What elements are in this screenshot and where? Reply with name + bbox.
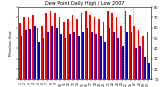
Bar: [129, 15, 131, 87]
Bar: [94, 17, 96, 87]
Bar: [45, 13, 47, 87]
Bar: [28, 17, 29, 87]
Bar: [113, 32, 115, 87]
Bar: [116, 17, 117, 87]
Bar: [63, 21, 65, 87]
Bar: [133, 26, 135, 87]
Bar: [56, 28, 57, 87]
Bar: [54, 13, 56, 87]
Bar: [43, 38, 44, 87]
Bar: [60, 34, 62, 87]
Bar: [76, 19, 78, 87]
Bar: [38, 42, 40, 87]
Bar: [111, 13, 113, 87]
Bar: [34, 26, 36, 87]
Bar: [148, 63, 150, 87]
Bar: [142, 36, 144, 87]
Bar: [109, 28, 110, 87]
Bar: [131, 32, 132, 87]
Bar: [147, 32, 148, 87]
Bar: [47, 32, 49, 87]
Bar: [100, 36, 101, 87]
Bar: [73, 32, 75, 87]
Bar: [104, 42, 106, 87]
Bar: [82, 32, 84, 87]
Bar: [59, 17, 60, 87]
Title: Dew Point Daily High / Low 2007: Dew Point Daily High / Low 2007: [45, 1, 124, 6]
Bar: [125, 11, 126, 87]
Bar: [98, 19, 100, 87]
Bar: [138, 30, 140, 87]
Bar: [19, 23, 21, 87]
Bar: [52, 26, 53, 87]
Bar: [41, 26, 43, 87]
Bar: [23, 17, 25, 87]
Bar: [87, 28, 88, 87]
Bar: [72, 15, 73, 87]
Bar: [96, 34, 97, 87]
Bar: [135, 48, 137, 87]
Bar: [126, 32, 128, 87]
Bar: [21, 36, 22, 87]
Bar: [78, 36, 80, 87]
Bar: [89, 15, 91, 87]
Bar: [65, 38, 66, 87]
Bar: [29, 29, 31, 87]
Bar: [91, 32, 93, 87]
Bar: [67, 19, 69, 87]
Bar: [120, 26, 122, 87]
Bar: [117, 38, 119, 87]
Bar: [32, 15, 34, 87]
Y-axis label: Milwaukee, show: Milwaukee, show: [9, 30, 13, 56]
Bar: [103, 21, 104, 87]
Bar: [140, 46, 141, 87]
Bar: [144, 57, 146, 87]
Bar: [69, 34, 71, 87]
Bar: [107, 11, 109, 87]
Bar: [122, 46, 124, 87]
Bar: [25, 30, 27, 87]
Bar: [81, 13, 82, 87]
Bar: [85, 11, 87, 87]
Bar: [37, 28, 38, 87]
Bar: [50, 11, 52, 87]
